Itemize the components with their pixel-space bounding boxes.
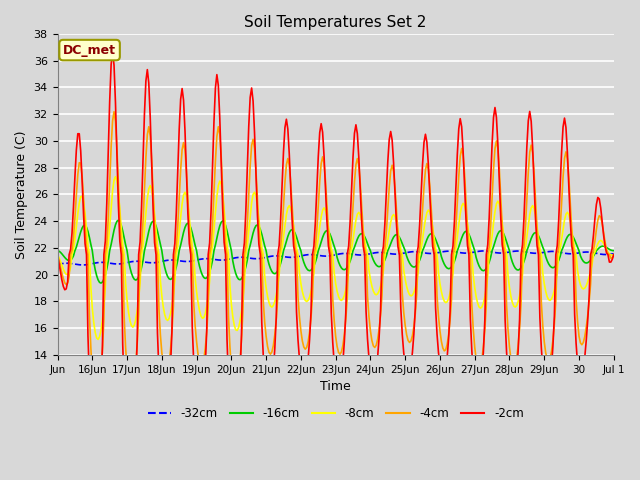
-8cm	[610, 252, 618, 258]
-32cm	[479, 248, 487, 254]
-8cm	[54, 252, 61, 258]
Line: -2cm: -2cm	[58, 51, 614, 461]
Line: -4cm: -4cm	[58, 112, 614, 401]
-16cm	[104, 259, 112, 264]
-16cm	[97, 280, 105, 286]
-2cm	[351, 131, 358, 136]
-4cm	[285, 162, 293, 168]
-2cm	[109, 48, 116, 54]
-4cm	[93, 398, 100, 404]
-4cm	[610, 252, 618, 258]
-4cm	[67, 252, 74, 258]
-16cm	[444, 265, 451, 271]
-16cm	[115, 217, 122, 223]
-8cm	[111, 174, 119, 180]
-2cm	[610, 252, 618, 258]
-8cm	[104, 241, 112, 247]
-32cm	[78, 262, 86, 268]
-2cm	[92, 458, 99, 464]
-16cm	[610, 248, 618, 253]
-16cm	[285, 230, 293, 236]
Y-axis label: Soil Temperature (C): Soil Temperature (C)	[15, 130, 28, 259]
Title: Soil Temperatures Set 2: Soil Temperatures Set 2	[244, 15, 427, 30]
-2cm	[444, 354, 451, 360]
-8cm	[444, 299, 451, 305]
Line: -16cm: -16cm	[58, 220, 614, 283]
-8cm	[351, 226, 358, 232]
-4cm	[426, 183, 434, 189]
-2cm	[285, 152, 293, 157]
Legend: -32cm, -16cm, -8cm, -4cm, -2cm: -32cm, -16cm, -8cm, -4cm, -2cm	[143, 403, 529, 425]
-8cm	[426, 209, 434, 215]
-16cm	[54, 248, 61, 253]
-4cm	[104, 216, 112, 222]
-32cm	[349, 252, 357, 257]
-32cm	[67, 261, 74, 266]
-32cm	[54, 262, 61, 267]
-8cm	[67, 264, 74, 270]
-4cm	[110, 109, 118, 115]
-32cm	[442, 249, 449, 254]
-4cm	[351, 179, 358, 185]
Line: -8cm: -8cm	[58, 177, 614, 339]
-2cm	[67, 247, 74, 252]
-32cm	[104, 260, 112, 266]
Text: DC_met: DC_met	[63, 44, 116, 57]
-16cm	[351, 244, 358, 250]
-16cm	[426, 231, 434, 237]
-16cm	[67, 257, 74, 263]
-4cm	[54, 252, 61, 258]
-8cm	[285, 203, 293, 208]
-4cm	[444, 342, 451, 348]
-32cm	[610, 251, 618, 257]
Line: -32cm: -32cm	[58, 251, 614, 265]
-2cm	[426, 192, 434, 197]
-32cm	[284, 254, 292, 260]
-32cm	[424, 251, 432, 256]
-8cm	[94, 336, 102, 342]
X-axis label: Time: Time	[320, 380, 351, 393]
-2cm	[104, 150, 112, 156]
-2cm	[54, 252, 61, 258]
